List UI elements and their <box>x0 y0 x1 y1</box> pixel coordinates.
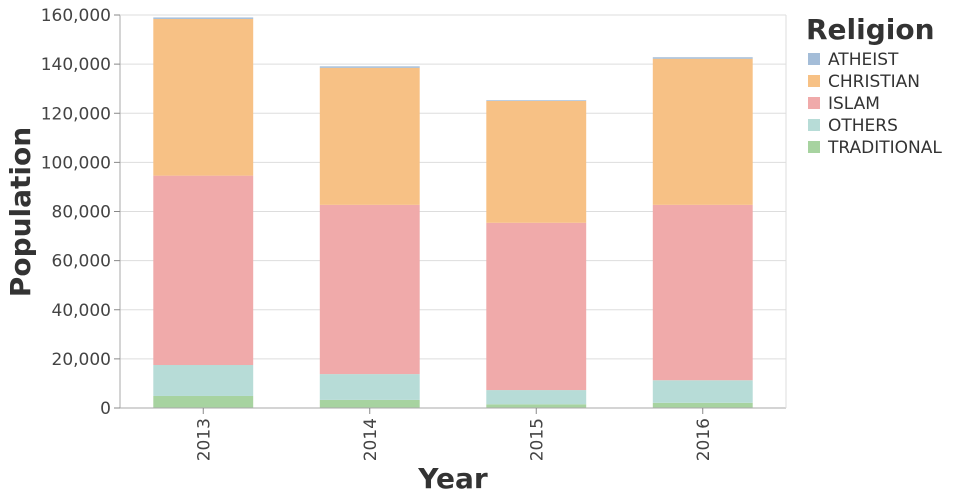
bar-segment-islam-2015 <box>486 222 587 391</box>
bar-segment-christian-2016 <box>652 58 753 205</box>
y-axis-ticks: 0 20,000 40,000 60,000 80,000 100,000 120,000 1… <box>41 6 120 419</box>
legend-swatch-traditional <box>808 141 820 153</box>
legend-swatch-atheist <box>808 53 820 65</box>
bar-segment-islam-2013 <box>153 175 254 366</box>
legend-label-traditional: TRADITIONAL <box>827 138 942 158</box>
bar-segment-others-2014 <box>319 374 420 400</box>
legend-label-islam: ISLAM <box>828 94 880 114</box>
x-axis-ticks: 2013 2014 2015 2016 <box>194 408 714 461</box>
axes <box>119 14 787 409</box>
bar-segment-atheist-2014 <box>319 66 420 68</box>
y-tick-label: 100,000 <box>41 153 111 173</box>
bar-segment-traditional-2016 <box>652 402 753 408</box>
y-tick-label: 0 <box>100 399 111 419</box>
bars <box>153 17 753 408</box>
bar-segment-islam-2016 <box>652 204 753 381</box>
legend-swatch-islam <box>808 97 820 109</box>
bar-segment-others-2015 <box>486 390 587 405</box>
bar-segment-atheist-2015 <box>486 100 587 101</box>
y-tick-label: 60,000 <box>52 252 111 272</box>
x-tick-label: 2013 <box>194 418 214 461</box>
bar-segment-traditional-2014 <box>319 399 420 408</box>
bar-segment-atheist-2013 <box>153 17 254 19</box>
y-tick-label: 80,000 <box>52 203 111 223</box>
bar-segment-christian-2015 <box>486 100 587 223</box>
x-tick-label: 2016 <box>694 418 714 461</box>
y-tick-label: 120,000 <box>41 104 111 124</box>
bar-segment-christian-2014 <box>319 67 420 205</box>
bar-segment-islam-2014 <box>319 204 420 375</box>
bar-segment-christian-2013 <box>153 18 254 176</box>
bar-segment-traditional-2015 <box>486 404 587 408</box>
x-tick-label: 2015 <box>527 418 547 461</box>
x-axis-title: Year <box>417 462 488 495</box>
legend-label-atheist: ATHEIST <box>828 50 899 70</box>
x-tick-label: 2014 <box>361 418 381 461</box>
y-tick-label: 40,000 <box>52 301 111 321</box>
legend: Religion ATHEISTCHRISTIANISLAMOTHERSTRAD… <box>806 13 942 158</box>
bar-segment-others-2016 <box>652 380 753 403</box>
y-tick-label: 20,000 <box>52 350 111 370</box>
bar-segment-atheist-2016 <box>652 57 753 59</box>
bar-segment-others-2013 <box>153 365 254 396</box>
legend-swatch-christian <box>808 75 820 87</box>
y-axis-title: Population <box>4 127 37 297</box>
y-tick-label: 140,000 <box>41 55 111 75</box>
legend-label-others: OTHERS <box>828 116 898 136</box>
y-tick-label: 160,000 <box>41 6 111 26</box>
legend-swatch-others <box>808 119 820 131</box>
legend-title: Religion <box>806 13 935 46</box>
legend-label-christian: CHRISTIAN <box>828 72 920 92</box>
bar-segment-traditional-2013 <box>153 395 254 408</box>
